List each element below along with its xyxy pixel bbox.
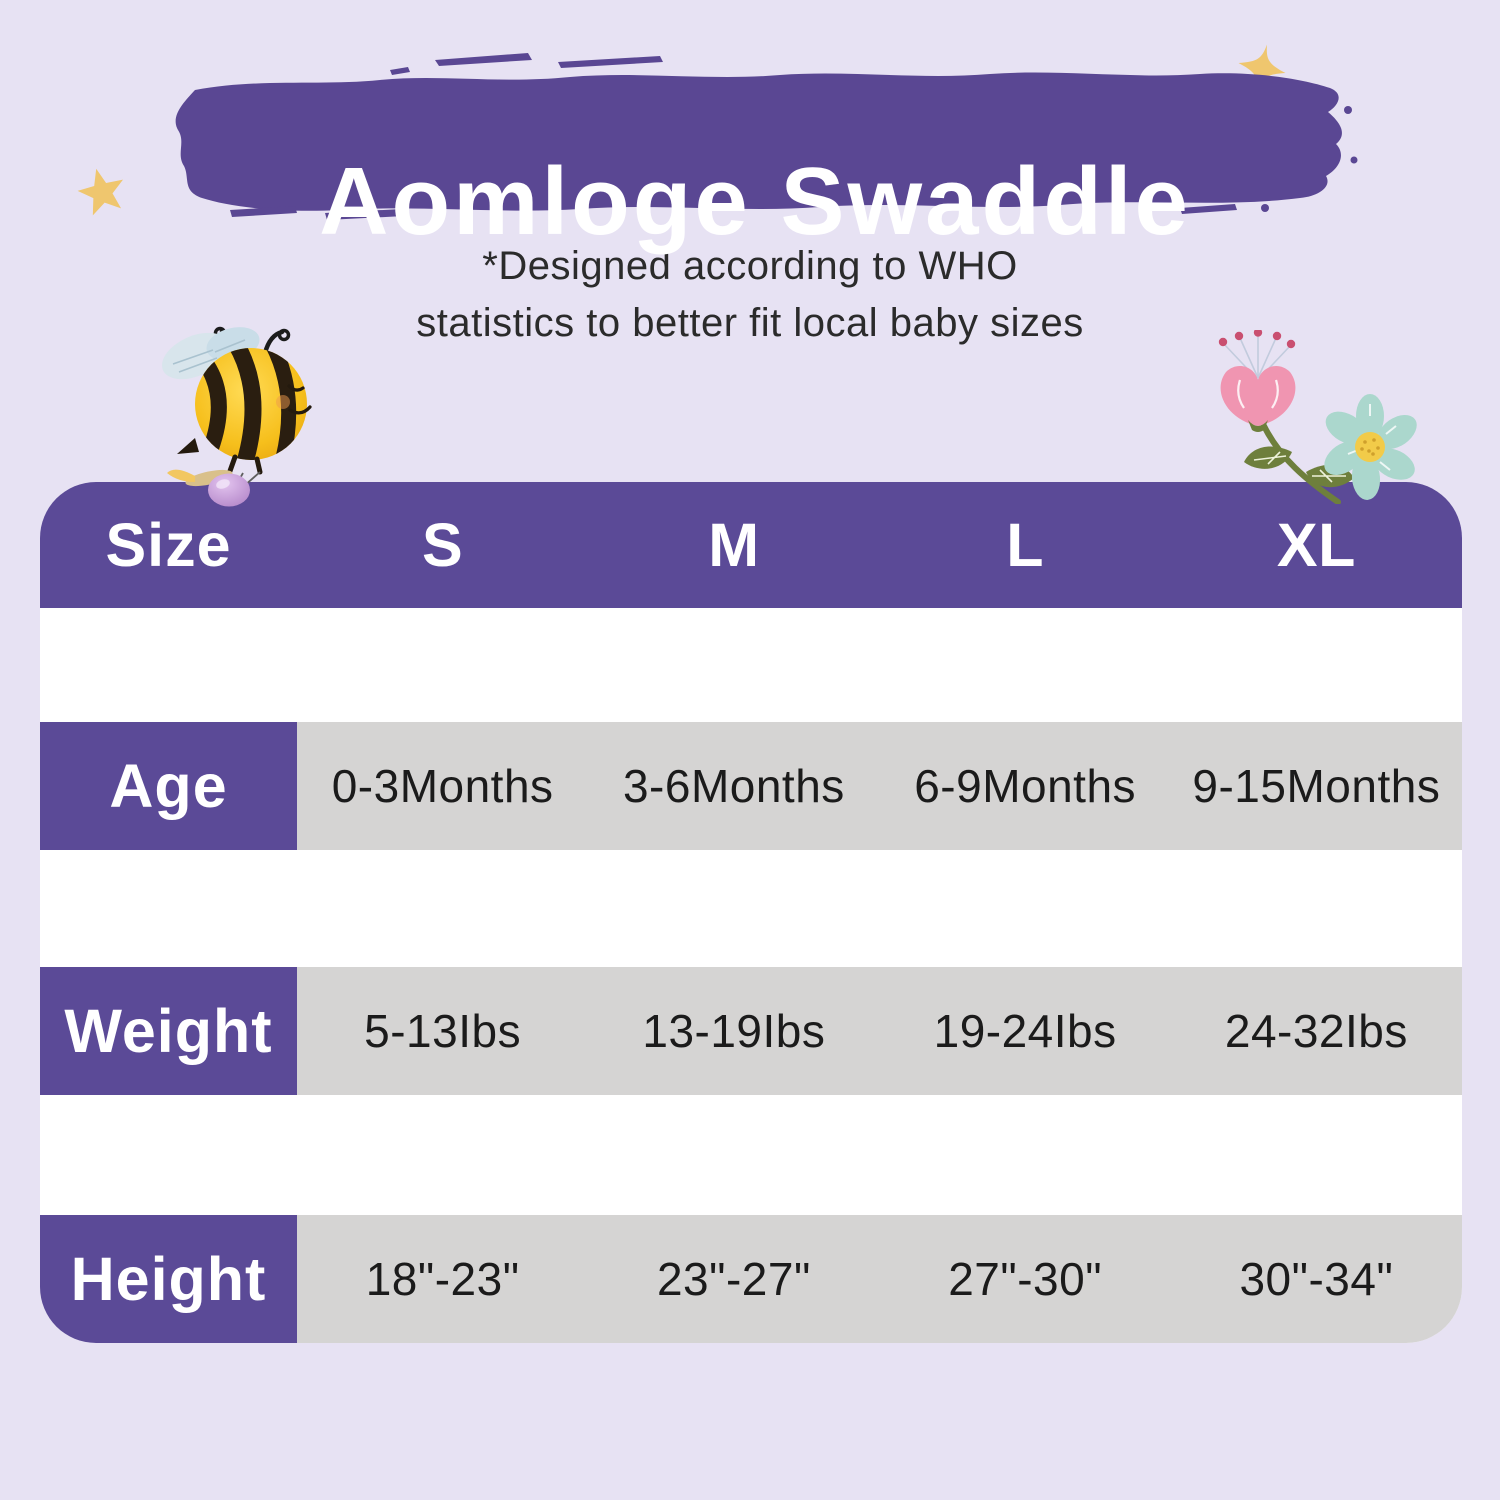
- row-label-height: Height: [40, 1215, 297, 1343]
- header-col-xl: XL: [1276, 511, 1356, 579]
- row-spacer: [40, 1095, 1462, 1215]
- subtitle-line-2: statistics to better fit local baby size…: [416, 301, 1084, 345]
- size-chart-card: Size S M L XL Age 0-3Months 3-6Months 6-…: [40, 482, 1462, 1343]
- brush-stroke: [175, 53, 1358, 220]
- star-icon: [77, 168, 124, 216]
- table-cell: 27"-30": [948, 1253, 1103, 1305]
- size-chart-header-row: Size S M L XL: [40, 482, 1462, 608]
- table-cell: 13-19Ibs: [642, 1005, 826, 1057]
- table-cell: 6-9Months: [914, 760, 1137, 812]
- table-cell: 19-24Ibs: [933, 1005, 1117, 1057]
- table-cell: 9-15Months: [1192, 760, 1441, 812]
- table-row-age: Age 0-3Months 3-6Months 6-9Months 9-15Mo…: [40, 722, 1462, 850]
- table-cell: 30"-34": [1239, 1253, 1394, 1305]
- sparkle-icon: [1238, 44, 1286, 92]
- subtitle: *Designed according to WHO statistics to…: [0, 238, 1500, 352]
- flowers-icon: [1218, 330, 1417, 504]
- row-label-age: Age: [40, 722, 297, 850]
- header-size-label: Size: [105, 511, 232, 579]
- bee-with-honey-pot-icon: [162, 326, 312, 507]
- header-col-m: M: [708, 511, 760, 579]
- title-banner: Aomloge Swaddle: [140, 50, 1370, 255]
- table-row-weight: Weight 5-13Ibs 13-19Ibs 19-24Ibs 24-32Ib…: [40, 967, 1462, 1095]
- header-col-s: S: [422, 511, 464, 579]
- table-row-height: Height 18"-23" 23"-27" 27"-30" 30"-34": [40, 1215, 1462, 1343]
- table-cell: 3-6Months: [622, 760, 845, 812]
- table-cell: 23"-27": [656, 1253, 811, 1305]
- table-cell: 0-3Months: [331, 760, 554, 812]
- row-label-weight: Weight: [40, 967, 297, 1095]
- row-spacer: [40, 608, 1462, 722]
- header-col-l: L: [1006, 511, 1044, 579]
- table-cell: 18"-23": [365, 1253, 520, 1305]
- page-title: Aomloge Swaddle: [319, 147, 1191, 255]
- table-cell: 24-32Ibs: [1224, 1005, 1408, 1057]
- subtitle-line-1: *Designed according to WHO: [482, 244, 1018, 288]
- table-cell: 5-13Ibs: [364, 1005, 522, 1057]
- row-spacer: [40, 850, 1462, 967]
